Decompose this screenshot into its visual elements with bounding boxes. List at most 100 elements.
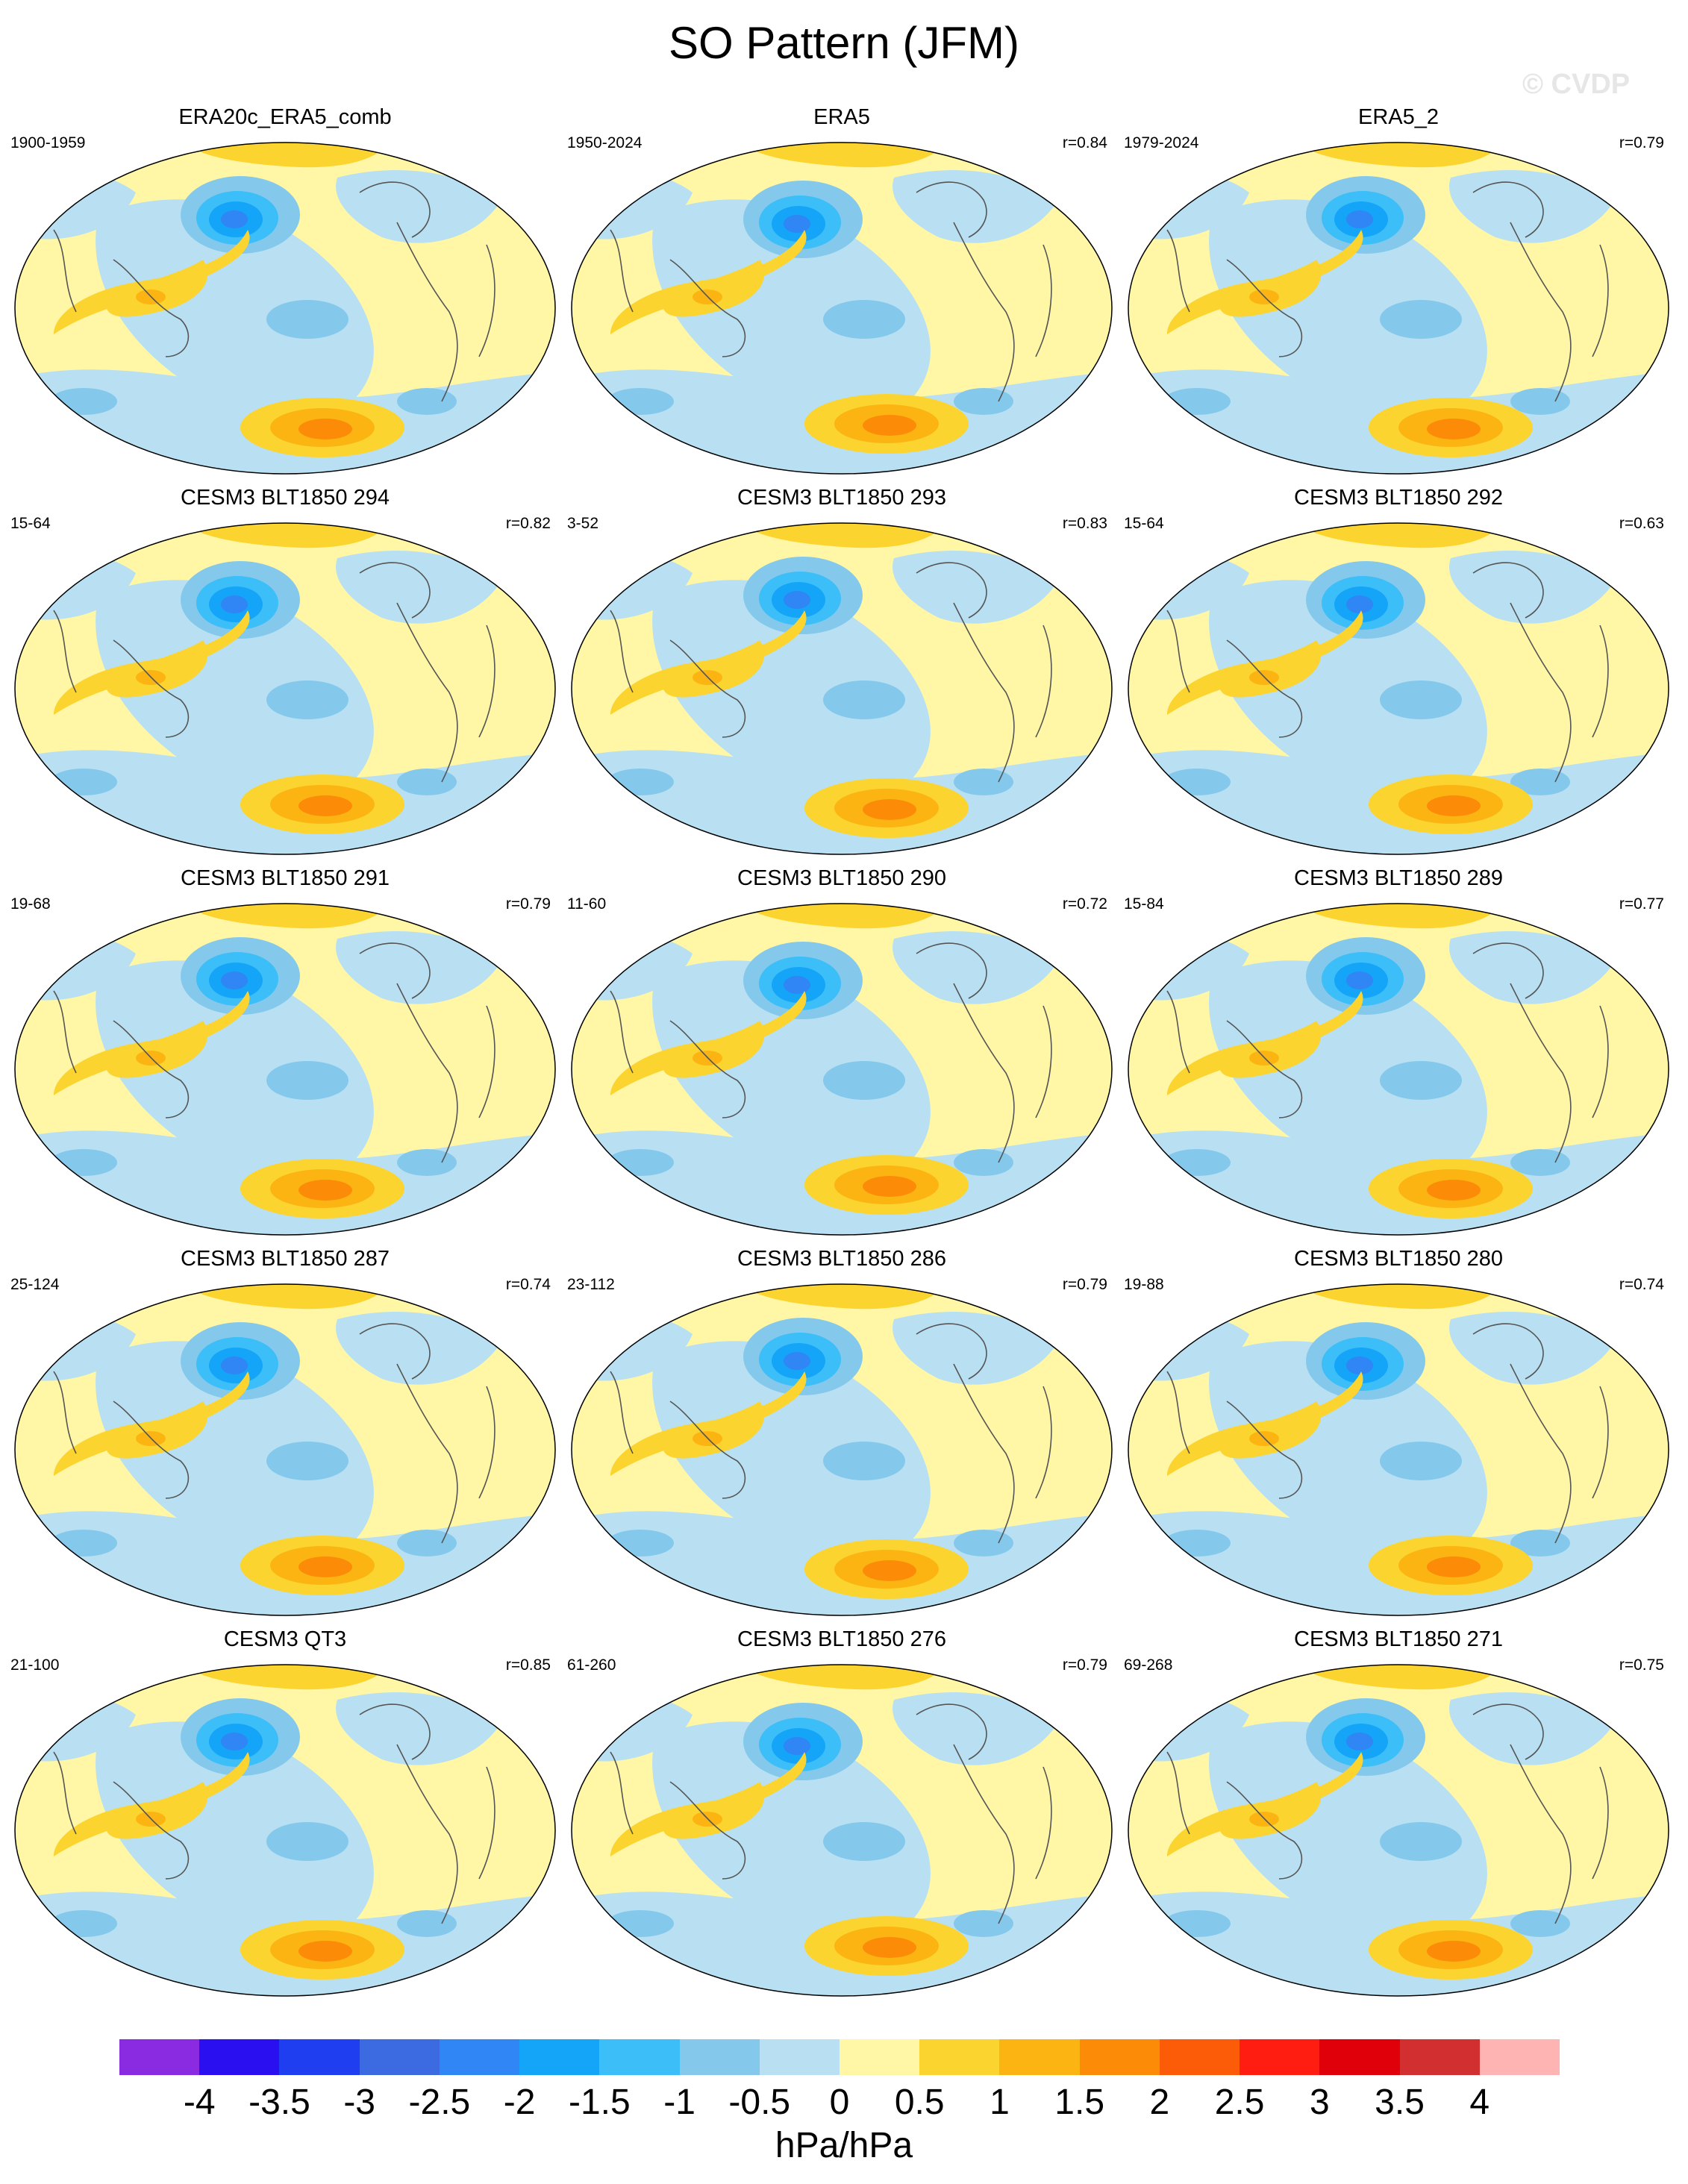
map-panel-14: CESM3 BLT1850 276 61-260 r=0.79 — [566, 1627, 1118, 2000]
colorbar-ticks: -4 -3.5 -3 -2.5 -2 -1.5 -1 -0.5 0 0.5 1 1.5 2 2.5 3 3.5… — [119, 2082, 1560, 2124]
so-pattern-map — [571, 1283, 1113, 1616]
colorbar-segment — [439, 2039, 520, 2075]
so-pattern-map — [1128, 1283, 1669, 1616]
so-pattern-map — [14, 142, 556, 475]
panel-title: CESM3 BLT1850 287 — [181, 1247, 390, 1271]
colorbar-segment — [1479, 2039, 1560, 2075]
so-pattern-map — [571, 1664, 1113, 1997]
panel-title: CESM3 BLT1850 280 — [1294, 1247, 1503, 1271]
panel-years: 69-268 — [1124, 1656, 1173, 1674]
colorbar-tick-label: 2 — [1149, 2083, 1170, 2122]
panel-title: CESM3 BLT1850 294 — [181, 486, 390, 510]
panel-years: 1900-1959 — [10, 134, 86, 151]
map-panel-1: ERA20c_ERA5_comb 1900-1959 — [9, 104, 561, 478]
colorbar-segment — [119, 2039, 200, 2075]
map-panel-11: CESM3 BLT1850 286 23-112 r=0.79 — [566, 1246, 1118, 1619]
panel-correlation: r=0.83 — [1062, 515, 1107, 532]
panel-correlation: r=0.79 — [505, 895, 551, 913]
panel-title: ERA20c_ERA5_comb — [178, 105, 392, 129]
colorbar-segment — [279, 2039, 360, 2075]
panel-title: CESM3 BLT1850 292 — [1294, 486, 1503, 510]
panel-title: CESM3 QT3 — [223, 1627, 347, 1651]
panel-years: 19-88 — [1124, 1276, 1164, 1293]
map-panel-4: CESM3 BLT1850 294 15-64 r=0.82 — [9, 485, 561, 858]
so-pattern-map — [1128, 1664, 1669, 1997]
map-panel-6: CESM3 BLT1850 292 15-64 r=0.63 — [1122, 485, 1675, 858]
panel-years: 21-100 — [10, 1656, 60, 1674]
colorbar — [119, 2039, 1560, 2075]
panel-years: 1950-2024 — [567, 134, 643, 151]
so-pattern-map — [1128, 903, 1669, 1236]
colorbar-tick-label: -2.5 — [408, 2083, 471, 2122]
colorbar-segment — [919, 2039, 1000, 2075]
colorbar-tick-label: 0.5 — [894, 2083, 945, 2122]
colorbar-tick-label: -3.5 — [248, 2083, 310, 2122]
panel-correlation: r=0.74 — [505, 1276, 551, 1293]
so-pattern-map — [571, 903, 1113, 1236]
colorbar-tick-label: -2 — [503, 2083, 536, 2122]
colorbar-segment — [519, 2039, 600, 2075]
colorbar-segment — [1319, 2039, 1400, 2075]
colorbar-segment — [839, 2039, 920, 2075]
map-panel-8: CESM3 BLT1850 290 11-60 r=0.72 — [566, 866, 1118, 1239]
map-panel-12: CESM3 BLT1850 280 19-88 r=0.74 — [1122, 1246, 1675, 1619]
panel-years: 19-68 — [10, 895, 51, 913]
panel-title: CESM3 BLT1850 290 — [737, 866, 946, 890]
panel-years: 1979-2024 — [1124, 134, 1199, 151]
colorbar-tick-label: 3 — [1309, 2083, 1330, 2122]
colorbar-tick-label: -1.5 — [568, 2083, 631, 2122]
colorbar-segment — [679, 2039, 760, 2075]
map-panel-7: CESM3 BLT1850 291 19-68 r=0.79 — [9, 866, 561, 1239]
panel-years: 23-112 — [567, 1276, 615, 1293]
panel-correlation: r=0.63 — [1619, 515, 1664, 532]
colorbar-segment — [1399, 2039, 1480, 2075]
figure-title: SO Pattern (JFM) — [668, 18, 1020, 68]
colorbar-tick-label: -4 — [183, 2083, 216, 2122]
panel-title: CESM3 BLT1850 271 — [1294, 1627, 1503, 1651]
colorbar-tick-label: 1 — [990, 2083, 1010, 2122]
panel-title: CESM3 BLT1850 291 — [181, 866, 390, 890]
panel-years: 61-260 — [567, 1656, 616, 1674]
panel-correlation: r=0.75 — [1619, 1656, 1664, 1674]
panel-title: CESM3 BLT1850 289 — [1294, 866, 1503, 890]
panel-years: 15-84 — [1124, 895, 1164, 913]
colorbar-units: hPa/hPa — [775, 2126, 913, 2165]
so-pattern-map — [14, 903, 556, 1236]
colorbar-tick-label: 2.5 — [1214, 2083, 1265, 2122]
panel-correlation: r=0.82 — [505, 515, 551, 532]
panel-title: CESM3 BLT1850 286 — [737, 1247, 946, 1271]
colorbar-segment — [999, 2039, 1080, 2075]
colorbar-tick-label: 1.5 — [1054, 2083, 1105, 2122]
panel-correlation: r=0.72 — [1062, 895, 1107, 913]
panel-years: 3-52 — [567, 515, 599, 532]
panel-title: ERA5 — [813, 105, 870, 129]
colorbar-tick-label: -3 — [343, 2083, 375, 2122]
colorbar-tick-label: -0.5 — [728, 2083, 791, 2122]
colorbar-segment — [599, 2039, 680, 2075]
so-pattern-map — [14, 522, 556, 855]
panel-correlation: r=0.79 — [1619, 134, 1664, 151]
panel-title: CESM3 BLT1850 293 — [737, 486, 946, 510]
map-panel-9: CESM3 BLT1850 289 15-84 r=0.77 — [1122, 866, 1675, 1239]
colorbar-tick-label: 4 — [1469, 2083, 1490, 2122]
colorbar-segment — [1079, 2039, 1160, 2075]
colorbar-segment — [759, 2039, 840, 2075]
so-pattern-map — [571, 522, 1113, 855]
map-panel-13: CESM3 QT3 21-100 r=0.85 — [9, 1627, 561, 2000]
panel-correlation: r=0.77 — [1619, 895, 1664, 913]
panel-correlation: r=0.85 — [505, 1656, 551, 1674]
panel-correlation: r=0.79 — [1062, 1276, 1107, 1293]
so-pattern-map — [571, 142, 1113, 475]
panel-correlation: r=0.84 — [1062, 134, 1107, 151]
panel-years: 25-124 — [10, 1276, 60, 1293]
panel-correlation: r=0.79 — [1062, 1656, 1107, 1674]
map-panel-10: CESM3 BLT1850 287 25-124 r=0.74 — [9, 1246, 561, 1619]
colorbar-segment — [1159, 2039, 1240, 2075]
so-pattern-map — [14, 1283, 556, 1616]
panel-years: 15-64 — [10, 515, 51, 532]
panel-title: ERA5_2 — [1357, 105, 1439, 129]
colorbar-segment — [359, 2039, 440, 2075]
map-panel-5: CESM3 BLT1850 293 3-52 r=0.83 — [566, 485, 1118, 858]
colorbar-tick-label: 0 — [829, 2083, 850, 2122]
map-panel-15: CESM3 BLT1850 271 69-268 r=0.75 — [1122, 1627, 1675, 2000]
